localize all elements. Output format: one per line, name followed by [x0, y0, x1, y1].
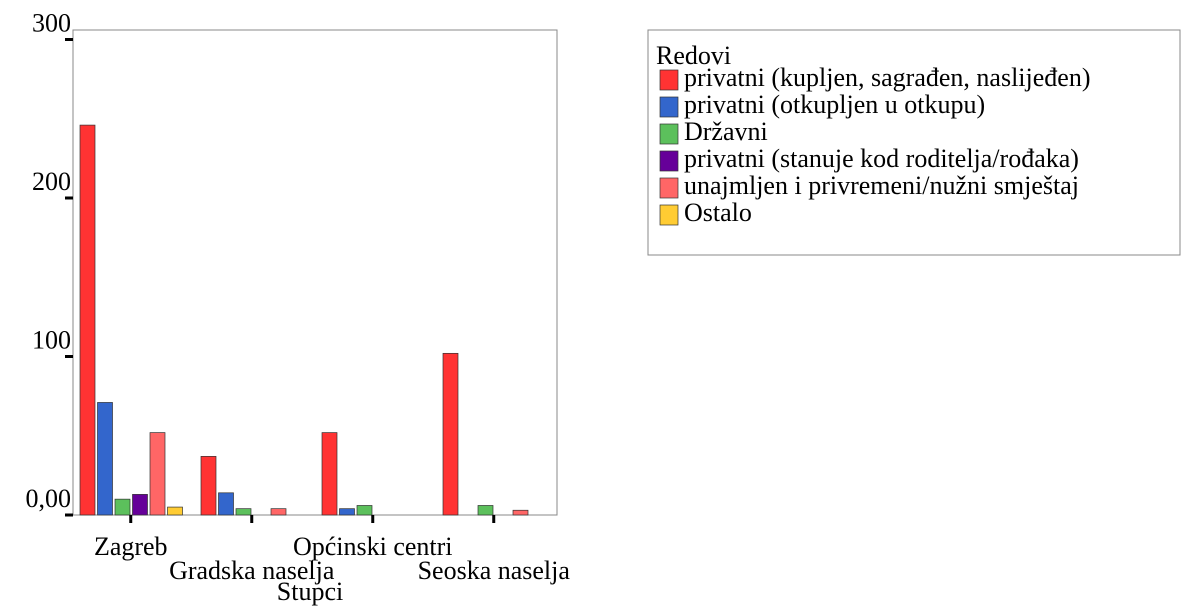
legend-label: privatni (stanuje kod roditelja/rođaka) — [684, 144, 1079, 173]
legend-label: Ostalo — [684, 198, 752, 227]
bar — [97, 402, 113, 516]
legend-swatch — [659, 123, 679, 145]
x-axis-title: Stupci — [277, 577, 343, 606]
y-tick-label: 300 — [32, 8, 71, 37]
y-tick-label: 100 — [32, 325, 71, 354]
x-tick-label: Seoska naselja — [418, 556, 571, 585]
bar — [339, 508, 355, 516]
legend-swatch — [659, 150, 679, 172]
legend-swatch — [659, 69, 679, 91]
bar — [356, 505, 373, 516]
bar — [132, 494, 148, 516]
legend-title: Redovi — [656, 41, 731, 70]
legend-label: Državni — [684, 117, 768, 146]
legend-box — [647, 29, 1181, 256]
legend-label: privatni (kupljen, sagrađen, naslijeđen) — [684, 63, 1090, 92]
bar — [235, 508, 252, 516]
x-tick-label: Općinski centri — [293, 532, 453, 561]
x-tick-label: Gradska naselja — [169, 556, 335, 585]
bar — [149, 432, 166, 516]
x-tick-label: Zagreb — [94, 532, 168, 561]
bar — [218, 492, 234, 516]
bar — [200, 456, 217, 516]
y-tick-label: 0,00 — [26, 484, 72, 513]
bar — [477, 505, 494, 516]
bar — [79, 124, 96, 516]
legend-label: unajmljen i privremeni/nužni smještaj — [684, 171, 1079, 200]
bar — [321, 432, 338, 516]
bar — [270, 508, 287, 516]
legend-swatch — [659, 96, 679, 118]
bar — [512, 509, 529, 516]
bar — [114, 498, 131, 516]
y-tick-label: 200 — [32, 167, 71, 196]
legend-swatch — [659, 204, 679, 226]
legend-label: privatni (otkupljen u otkupu) — [684, 90, 985, 119]
bar — [167, 506, 183, 516]
plot-area — [72, 29, 558, 516]
legend-swatch — [659, 177, 679, 199]
bar — [442, 352, 459, 516]
